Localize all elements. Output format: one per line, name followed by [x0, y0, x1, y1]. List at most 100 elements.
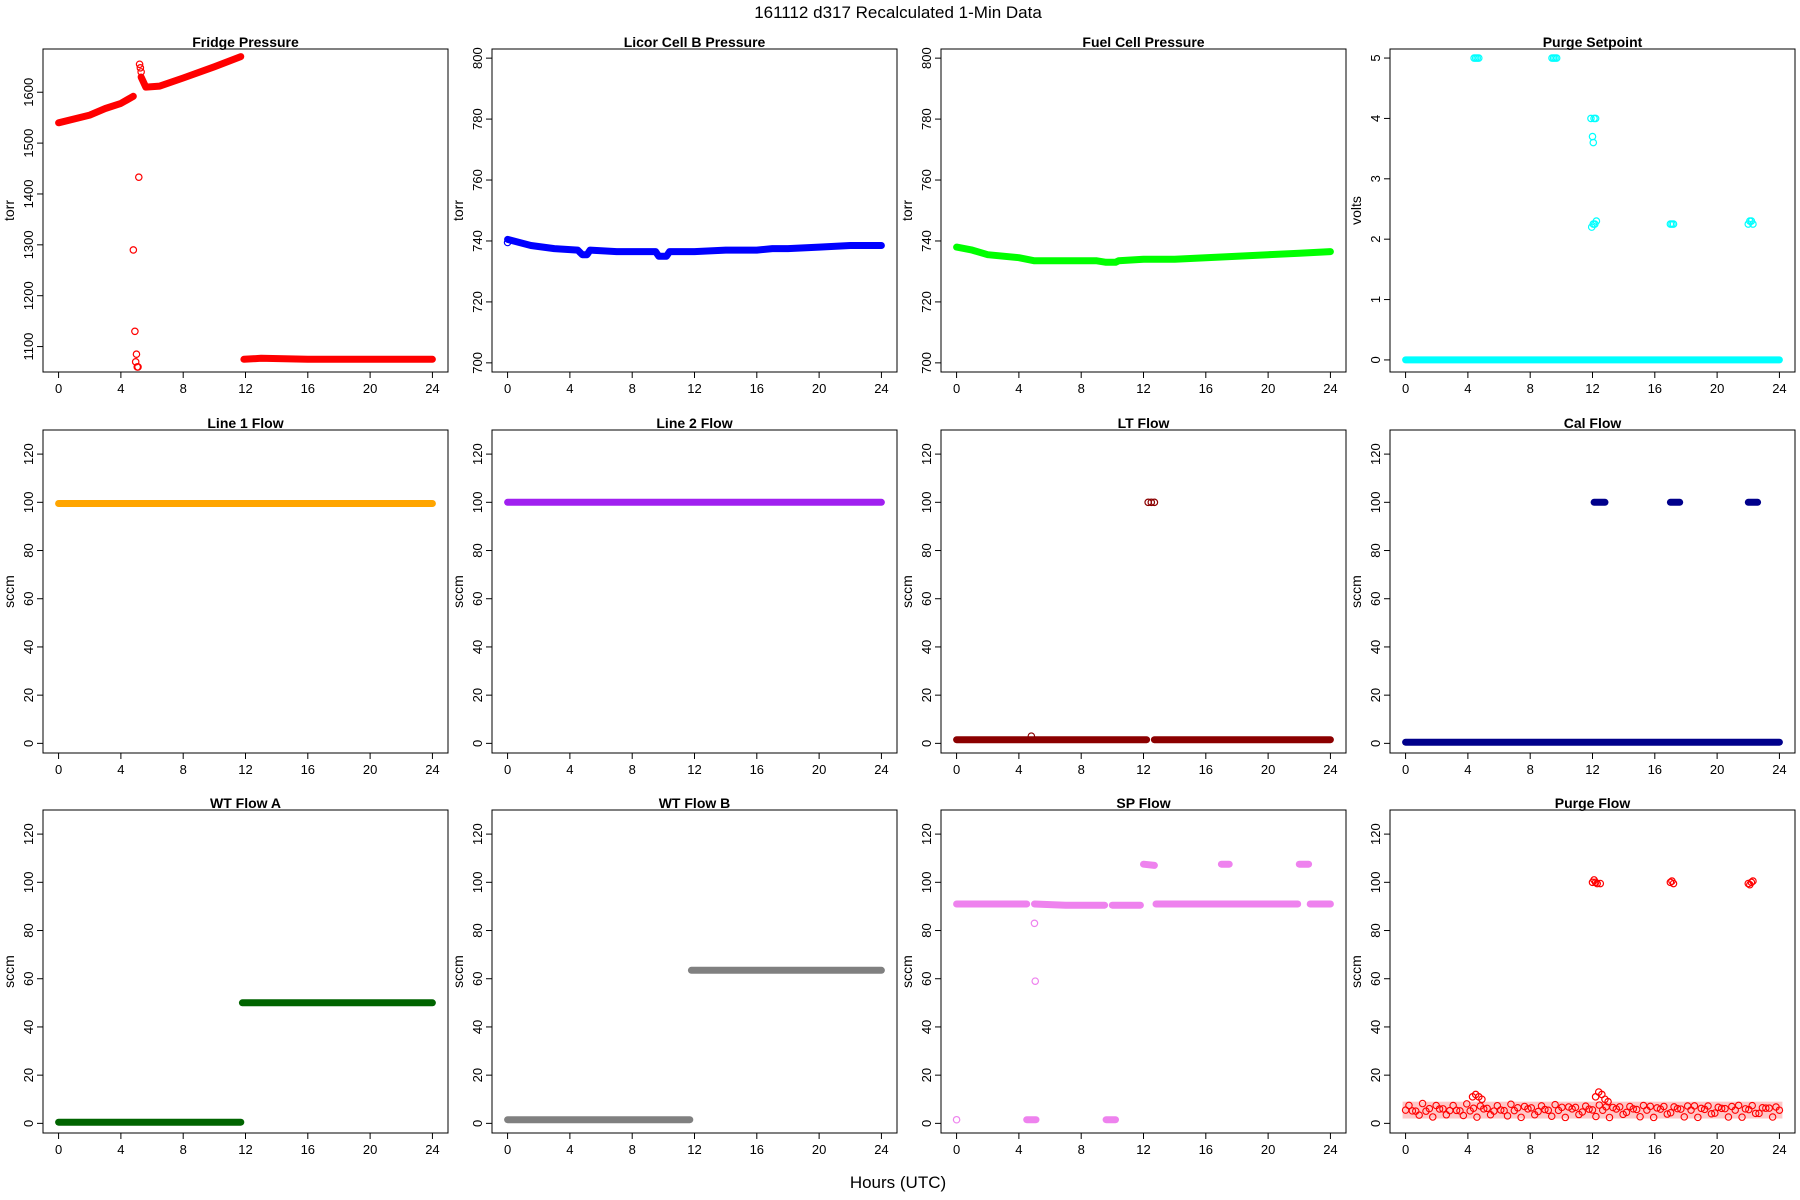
y-tick-label: 0: [919, 1120, 934, 1127]
data-point: [1408, 1107, 1417, 1115]
x-tick-label: 0: [1402, 762, 1409, 777]
panel: Line 2 Flow 0 4 8 12 16 20 24 0 20 40 60 80 100 120 scc…: [450, 415, 898, 777]
panel: WT Flow B 0 4 8 12 16 20 24 0 20 40 60 80 100 120 sccm: [450, 795, 898, 1157]
x-tick-label: 8: [1527, 762, 1534, 777]
data-point: [1552, 54, 1561, 62]
data-point: [1622, 1108, 1631, 1117]
y-tick-label: 100: [21, 871, 36, 893]
y-tick-label: 60: [919, 591, 934, 605]
y-tick-label: 0: [1368, 1120, 1383, 1127]
panel-title: Licor Cell B Pressure: [624, 34, 766, 50]
y-tick-label: 60: [470, 591, 485, 605]
x-tick-label: 12: [687, 1142, 701, 1157]
y-tick-label: 100: [1368, 491, 1383, 513]
y-tick-label: 120: [470, 443, 485, 465]
figure-xlabel: Hours (UTC): [850, 1173, 946, 1192]
y-tick-label: 60: [470, 971, 485, 985]
y-tick-label: 80: [21, 543, 36, 557]
data-point: [1473, 1113, 1481, 1121]
data-point: [131, 327, 139, 336]
data-point: [129, 246, 138, 254]
y-tick-label: 1: [1368, 296, 1383, 303]
x-tick-label: 4: [1464, 381, 1471, 396]
y-tick-label: 80: [21, 923, 36, 937]
x-tick-label: 8: [629, 762, 636, 777]
y-tick-label: 80: [470, 923, 485, 937]
x-tick-label: 12: [1585, 1142, 1599, 1157]
data-point: [1680, 1113, 1689, 1121]
data-point: [1588, 1106, 1597, 1114]
y-tick-label: 780: [470, 108, 485, 130]
y-tick-label: 80: [919, 923, 934, 937]
data-point: [1653, 1104, 1661, 1112]
data-point: [1604, 1097, 1612, 1106]
y-tick-label: 0: [1368, 740, 1383, 747]
data-layer: [504, 966, 885, 1124]
y-tick-label: 3: [1368, 175, 1383, 182]
y-tick-label: 60: [21, 971, 36, 985]
data-point: [1707, 1109, 1716, 1118]
data-point: [1534, 1107, 1542, 1116]
data-point: [1150, 498, 1159, 507]
panel-title: Fridge Pressure: [192, 34, 299, 50]
data-point: [1751, 1109, 1760, 1118]
y-axis-label: sccm: [899, 955, 915, 988]
panel: LT Flow 0 4 8 12 16 20 24 0 20 40 60 80 100 120 sccm: [899, 415, 1347, 777]
x-tick-label: 8: [1527, 1142, 1534, 1157]
y-tick-label: 740: [470, 230, 485, 252]
data-point: [1425, 1104, 1434, 1113]
y-axis-label: sccm: [1348, 575, 1364, 608]
data-point: [1503, 1112, 1512, 1120]
data-point: [1673, 1104, 1682, 1113]
data-point: [1591, 114, 1600, 123]
x-tick-label: 0: [504, 1142, 511, 1157]
y-tick-label: 800: [919, 47, 934, 69]
data-point: [1561, 1113, 1570, 1122]
data-point: [1517, 1113, 1525, 1122]
x-tick-label: 24: [1323, 381, 1337, 396]
data-point: [1524, 1105, 1532, 1113]
panel: Purge Flow 0 4 8 12 16 20 24 0 20 40 60 80 100 120 sccm: [1348, 795, 1796, 1157]
panel-title: Line 1 Flow: [207, 415, 283, 431]
x-tick-label: 20: [1710, 1142, 1724, 1157]
data-point: [1507, 1100, 1515, 1108]
x-tick-label: 8: [1527, 381, 1534, 396]
x-tick-label: 0: [953, 762, 960, 777]
y-tick-label: 20: [21, 688, 36, 702]
data-point: [1547, 1112, 1556, 1120]
data-point: [1459, 1111, 1468, 1120]
y-tick-label: 60: [21, 591, 36, 605]
data-point: [1711, 1109, 1719, 1117]
data-point: [1615, 1103, 1624, 1111]
x-tick-label: 20: [363, 1142, 377, 1157]
x-tick-label: 0: [504, 762, 511, 777]
y-tick-label: 700: [470, 352, 485, 374]
data-point: [1435, 1105, 1444, 1113]
data-point: [952, 1115, 961, 1124]
y-tick-label: 20: [470, 1068, 485, 1082]
x-tick-label: 20: [812, 762, 826, 777]
data-point: [1669, 220, 1678, 228]
y-tick-label: 20: [1368, 688, 1383, 702]
data-layer: [953, 498, 1334, 744]
panel-title: Fuel Cell Pressure: [1082, 34, 1204, 50]
data-point: [134, 173, 143, 181]
y-tick-label: 80: [919, 543, 934, 557]
y-tick-label: 120: [919, 823, 934, 845]
y-tick-label: 120: [1368, 443, 1383, 465]
x-tick-label: 12: [687, 381, 701, 396]
y-tick-label: 1100: [21, 333, 36, 361]
x-tick-label: 0: [55, 381, 62, 396]
data-point: [1483, 1104, 1491, 1113]
x-tick-label: 24: [874, 762, 888, 777]
panel: WT Flow A 0 4 8 12 16 20 24 0 20 40 60 80 100 120 sccm: [1, 795, 449, 1157]
y-tick-label: 100: [919, 871, 934, 893]
data-point: [1585, 1105, 1593, 1113]
x-tick-label: 0: [953, 381, 960, 396]
x-tick-label: 12: [238, 381, 252, 396]
data-point: [1496, 1106, 1505, 1114]
panel: Cal Flow 0 4 8 12 16 20 24 0 20 40 60 80 100 120 sccm: [1348, 415, 1796, 777]
y-tick-label: 1300: [21, 230, 36, 259]
data-point: [1596, 879, 1605, 888]
